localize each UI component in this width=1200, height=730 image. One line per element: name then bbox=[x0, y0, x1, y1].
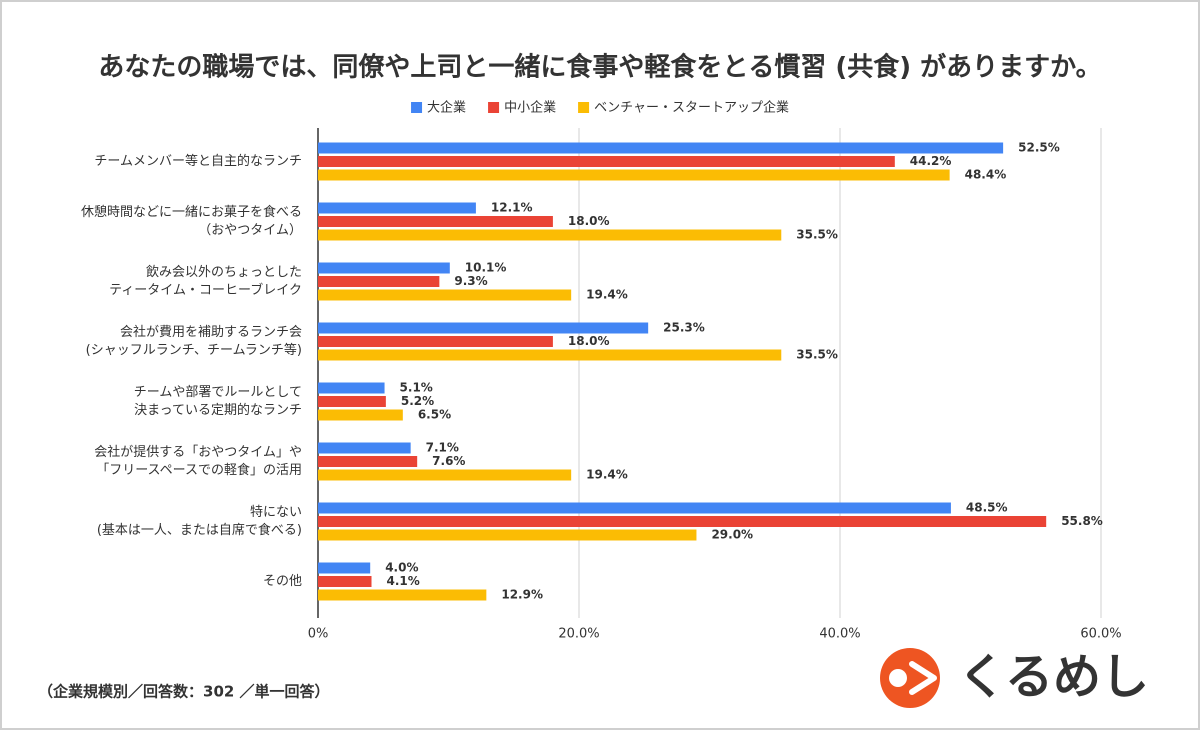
bar bbox=[318, 322, 649, 334]
bar bbox=[318, 589, 487, 601]
bar bbox=[318, 409, 403, 421]
value-label: 12.1% bbox=[491, 201, 533, 215]
bar bbox=[318, 142, 1004, 154]
value-label: 5.2% bbox=[401, 394, 434, 408]
value-label: 4.0% bbox=[385, 561, 418, 575]
category-label: 会社が費用を補助するランチ会 bbox=[120, 324, 302, 340]
bar bbox=[318, 576, 372, 587]
bar bbox=[318, 276, 440, 287]
bar bbox=[318, 442, 411, 454]
value-label: 35.5% bbox=[796, 348, 838, 362]
category-label: チームメンバー等と自主的なランチ bbox=[94, 153, 302, 169]
bar bbox=[318, 396, 386, 407]
logo-icon bbox=[880, 648, 940, 708]
category-label: （おやつタイム） bbox=[198, 223, 302, 238]
value-label: 18.0% bbox=[568, 214, 610, 228]
value-label: 5.1% bbox=[400, 381, 433, 395]
category-label: 特にない bbox=[250, 505, 302, 520]
bar bbox=[318, 469, 572, 481]
legend-swatch bbox=[578, 102, 590, 113]
value-label: 29.0% bbox=[711, 528, 753, 542]
category-label: 休憩時間などに一緒にお菓子を食べる bbox=[81, 204, 302, 220]
value-label: 19.4% bbox=[586, 468, 628, 482]
bar bbox=[318, 529, 697, 541]
value-label: 18.0% bbox=[568, 334, 610, 348]
x-tick-label: 0% bbox=[308, 627, 329, 642]
bar bbox=[318, 216, 553, 227]
bar bbox=[318, 349, 782, 361]
legend-label: 中小企業 bbox=[504, 100, 556, 116]
x-tick-label: 20.0% bbox=[558, 627, 599, 642]
category-label: チームや部署でルールとして bbox=[134, 385, 302, 400]
chart-title: あなたの職場では、同僚や上司と一緒に食事や軽食をとる慣習 (共食) がありますか… bbox=[98, 52, 1101, 83]
category-label: その他 bbox=[263, 574, 302, 589]
category-label: (基本は一人、または自席で食べる) bbox=[97, 522, 302, 538]
value-label: 52.5% bbox=[1018, 141, 1060, 155]
category-label: 決まっている定期的なランチ bbox=[134, 402, 302, 418]
value-label: 35.5% bbox=[796, 228, 838, 242]
value-label: 6.5% bbox=[418, 408, 451, 422]
category-label: 飲み会以外のちょっとした bbox=[146, 264, 302, 280]
value-label: 12.9% bbox=[501, 588, 543, 602]
legend-label: 大企業 bbox=[427, 100, 466, 116]
value-label: 9.3% bbox=[454, 274, 487, 288]
bar bbox=[318, 169, 950, 181]
category-label: 会社が提供する「おやつタイム」や bbox=[94, 444, 302, 460]
legend-label: ベンチャー・スタートアップ企業 bbox=[594, 100, 789, 116]
value-label: 25.3% bbox=[663, 321, 705, 335]
legend-swatch bbox=[411, 102, 423, 113]
category-label: (シャッフルランチ、チームランチ等) bbox=[86, 342, 302, 358]
value-label: 4.1% bbox=[387, 574, 420, 588]
value-label: 7.1% bbox=[426, 441, 459, 455]
value-label: 48.4% bbox=[965, 168, 1007, 182]
bar bbox=[318, 202, 476, 214]
bar bbox=[318, 289, 572, 301]
value-label: 10.1% bbox=[465, 261, 507, 275]
bar bbox=[318, 336, 553, 347]
category-label: ティータイム・コーヒーブレイク bbox=[109, 282, 302, 298]
note: （企業規模別／回答数：302 ／単一回答） bbox=[38, 683, 330, 701]
x-tick-label: 60.0% bbox=[1080, 627, 1121, 642]
bar bbox=[318, 456, 418, 467]
logo-text: くるめし bbox=[958, 649, 1149, 705]
value-label: 44.2% bbox=[910, 154, 952, 168]
bar bbox=[318, 502, 951, 514]
bar bbox=[318, 262, 450, 274]
category-label: 「フリースペースでの軽食」の活用 bbox=[96, 462, 302, 478]
bar bbox=[318, 382, 385, 394]
bar bbox=[318, 156, 895, 167]
value-label: 48.5% bbox=[966, 501, 1008, 515]
value-label: 19.4% bbox=[586, 288, 628, 302]
value-label: 7.6% bbox=[432, 454, 465, 468]
bar bbox=[318, 229, 782, 241]
x-tick-label: 40.0% bbox=[819, 627, 860, 642]
bar bbox=[318, 516, 1047, 527]
value-label: 55.8% bbox=[1061, 514, 1103, 528]
bar bbox=[318, 562, 371, 574]
legend-swatch bbox=[488, 102, 500, 113]
